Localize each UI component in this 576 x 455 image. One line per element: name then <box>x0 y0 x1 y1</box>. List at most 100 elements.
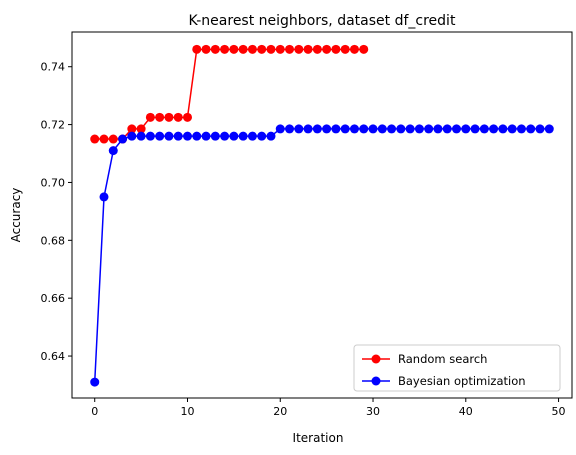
data-point-bayesian-optimization <box>108 146 118 156</box>
legend: Random search Bayesian optimization <box>353 344 561 392</box>
x-tick-label: 40 <box>459 405 473 418</box>
data-point-random-search <box>359 44 369 54</box>
data-point-bayesian-optimization <box>275 124 285 134</box>
data-point-random-search <box>127 124 137 134</box>
data-point-random-search <box>90 134 100 144</box>
data-point-bayesian-optimization <box>479 124 489 134</box>
x-axis-ticks: 0 10 20 30 40 50 <box>91 398 566 418</box>
data-point-bayesian-optimization <box>266 131 276 141</box>
data-point-bayesian-optimization <box>220 131 230 141</box>
y-axis-ticks: 0.64 0.66 0.68 0.70 0.72 0.74 <box>41 61 72 363</box>
data-point-bayesian-optimization <box>498 124 508 134</box>
data-point-bayesian-optimization <box>526 124 536 134</box>
data-point-random-search <box>201 44 211 54</box>
data-point-bayesian-optimization <box>285 124 295 134</box>
x-axis-label: Iteration <box>293 431 344 445</box>
data-point-bayesian-optimization <box>247 131 257 141</box>
chart-title: K-nearest neighbors, dataset df_credit <box>189 13 456 29</box>
data-point-bayesian-optimization <box>544 124 554 134</box>
data-point-bayesian-optimization <box>164 131 174 141</box>
series-line-bayesian-optimization <box>93 128 550 383</box>
data-point-bayesian-optimization <box>322 124 332 134</box>
data-point-bayesian-optimization <box>238 131 248 141</box>
data-point-bayesian-optimization <box>442 124 452 134</box>
data-point-bayesian-optimization <box>145 131 155 141</box>
data-point-bayesian-optimization <box>201 131 211 141</box>
data-point-bayesian-optimization <box>155 131 165 141</box>
y-tick-label: 0.74 <box>41 61 66 74</box>
data-point-bayesian-optimization <box>507 124 517 134</box>
data-point-bayesian-optimization <box>516 124 526 134</box>
series-layer <box>90 44 554 387</box>
data-point-random-search <box>220 44 230 54</box>
data-point-random-search <box>210 44 220 54</box>
data-point-bayesian-optimization <box>424 124 434 134</box>
data-point-random-search <box>257 44 267 54</box>
y-tick-label: 0.68 <box>41 234 66 247</box>
data-point-bayesian-optimization <box>470 124 480 134</box>
data-point-bayesian-optimization <box>396 124 406 134</box>
data-point-bayesian-optimization <box>118 134 128 144</box>
data-point-random-search <box>182 112 192 122</box>
data-point-bayesian-optimization <box>257 131 267 141</box>
data-point-bayesian-optimization <box>331 124 341 134</box>
legend-label-random-search: Random search <box>398 352 487 366</box>
data-point-random-search <box>340 44 350 54</box>
data-point-bayesian-optimization <box>489 124 499 134</box>
x-tick-label: 0 <box>91 405 98 418</box>
data-point-bayesian-optimization <box>452 124 462 134</box>
x-tick-label: 20 <box>273 405 287 418</box>
data-point-bayesian-optimization <box>340 124 350 134</box>
data-point-random-search <box>312 44 322 54</box>
legend-marker-random-search <box>371 354 381 364</box>
data-point-bayesian-optimization <box>136 131 146 141</box>
data-point-random-search <box>247 44 257 54</box>
x-tick-label: 30 <box>366 405 380 418</box>
data-point-random-search <box>155 112 165 122</box>
data-point-random-search <box>99 134 109 144</box>
series-line-random-search <box>94 48 364 140</box>
data-point-random-search <box>285 44 295 54</box>
y-tick-label: 0.70 <box>41 176 66 189</box>
data-point-bayesian-optimization <box>90 377 100 387</box>
data-point-random-search <box>331 44 341 54</box>
data-point-bayesian-optimization <box>182 131 192 141</box>
data-point-bayesian-optimization <box>127 131 137 141</box>
data-point-bayesian-optimization <box>294 124 304 134</box>
data-point-bayesian-optimization <box>210 131 220 141</box>
legend-marker-bayesian-optimization <box>371 376 381 386</box>
data-point-random-search <box>275 44 285 54</box>
data-point-bayesian-optimization <box>349 124 359 134</box>
data-point-random-search <box>145 112 155 122</box>
data-point-random-search <box>266 44 276 54</box>
data-point-bayesian-optimization <box>414 124 424 134</box>
data-point-random-search <box>136 124 146 134</box>
data-point-bayesian-optimization <box>173 131 183 141</box>
y-tick-label: 0.66 <box>41 292 66 305</box>
data-point-random-search <box>238 44 248 54</box>
data-point-bayesian-optimization <box>303 124 313 134</box>
x-tick-label: 50 <box>552 405 566 418</box>
data-point-bayesian-optimization <box>461 124 471 134</box>
data-point-bayesian-optimization <box>387 124 397 134</box>
data-point-bayesian-optimization <box>312 124 322 134</box>
data-point-bayesian-optimization <box>99 192 109 202</box>
data-point-random-search <box>229 44 239 54</box>
data-point-random-search <box>294 44 304 54</box>
data-point-random-search <box>322 44 332 54</box>
data-point-bayesian-optimization <box>377 124 387 134</box>
y-axis-label: Accuracy <box>9 188 23 243</box>
plot-frame <box>71 31 573 399</box>
data-point-random-search <box>164 112 174 122</box>
data-point-random-search <box>303 44 313 54</box>
data-point-random-search <box>192 44 202 54</box>
data-point-bayesian-optimization <box>229 131 239 141</box>
x-tick-label: 10 <box>180 405 194 418</box>
data-point-random-search <box>108 134 118 144</box>
data-point-bayesian-optimization <box>535 124 545 134</box>
y-tick-label: 0.72 <box>41 119 66 132</box>
data-point-bayesian-optimization <box>192 131 202 141</box>
legend-label-bayesian-optimization: Bayesian optimization <box>398 374 526 388</box>
y-tick-label: 0.64 <box>41 350 66 363</box>
